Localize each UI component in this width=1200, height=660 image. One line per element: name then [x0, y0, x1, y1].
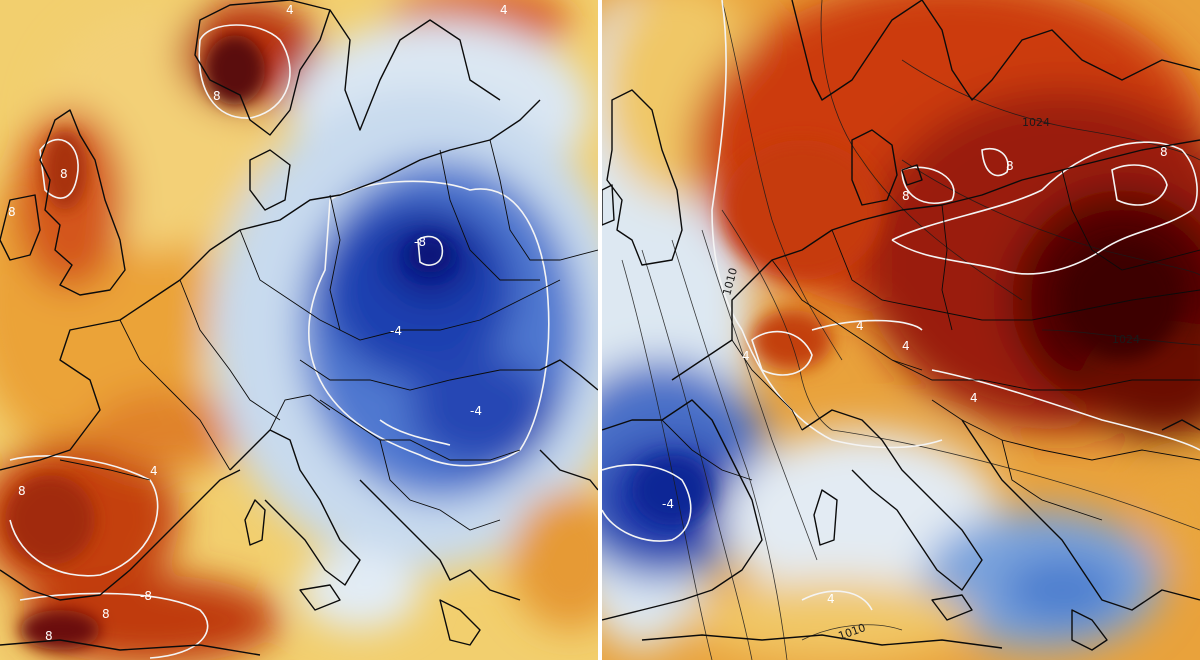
right-temperature-map: 8 8 8 4 4 4 4 4 -4 1010 1024 1024 1010 — [602, 0, 1200, 660]
contour-label: 4 — [742, 349, 750, 363]
contour-label: 4 — [500, 3, 508, 17]
contour-label: 4 — [150, 464, 158, 478]
isobar-label: 1024 — [1112, 333, 1140, 346]
right-coastlines — [602, 0, 1200, 651]
left-contour-labels: -8 8 8 8 4 4 -4 8 4 -8 8 8 -4 — [8, 3, 508, 643]
right-borders — [661, 169, 1200, 521]
contour-label: -4 — [662, 497, 674, 511]
right-contours — [602, 0, 1200, 611]
right-isobars — [621, 0, 1200, 660]
contour-label: 4 — [856, 319, 864, 333]
left-borders — [59, 139, 598, 531]
left-coastlines — [0, 0, 598, 656]
contour-label: 8 — [1160, 145, 1168, 159]
contour-label: -8 — [140, 589, 152, 603]
left-map-canvas: -8 8 8 8 4 4 -4 8 4 -8 8 8 -4 — [0, 0, 598, 660]
contour-label: 4 — [970, 391, 978, 405]
contour-label: 4 — [827, 592, 835, 606]
panel-divider — [598, 0, 602, 660]
contour-label: 8 — [45, 629, 53, 643]
contour-label: 8 — [60, 167, 68, 181]
contour-label: 8 — [213, 89, 221, 103]
contour-label: 4 — [286, 3, 294, 17]
contour-label: -8 — [414, 235, 426, 249]
contour-label: -4 — [470, 404, 482, 418]
contour-label: 8 — [102, 607, 110, 621]
contour-label: 4 — [902, 339, 910, 353]
contour-label: 8 — [1006, 159, 1014, 173]
contour-label: 8 — [18, 484, 26, 498]
anomaly-detail — [5, 35, 452, 650]
contour-label: 8 — [902, 189, 910, 203]
contour-label: -4 — [390, 324, 402, 338]
left-temperature-map: -8 8 8 8 4 4 -4 8 4 -8 8 8 -4 — [0, 0, 598, 660]
right-map-canvas: 8 8 8 4 4 4 4 4 -4 1010 1024 1024 1010 — [602, 0, 1200, 660]
left-contours — [9, 24, 550, 659]
isobar-label: 1024 — [1022, 116, 1050, 129]
contour-label: 8 — [8, 205, 16, 219]
